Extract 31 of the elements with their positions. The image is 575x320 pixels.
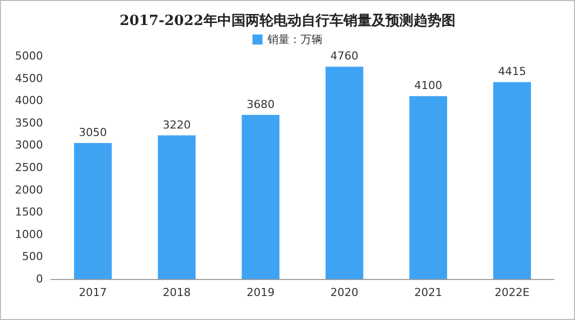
y-tick-label: 0 [36, 272, 43, 286]
y-tick-label: 4000 [15, 94, 43, 108]
data-label: 4100 [414, 79, 442, 92]
bar [74, 142, 112, 279]
x-tick-label: 2022E [494, 286, 530, 299]
x-tick-label: 2021 [414, 286, 442, 299]
bar [409, 96, 448, 279]
data-label: 3050 [78, 126, 107, 139]
legend-label: 销量：万辆 [266, 33, 322, 46]
y-tick-label: 4500 [15, 72, 43, 85]
chart-title: 2017-2022年中国两轮电动自行车销量及预测趋势图 [120, 12, 456, 29]
bar [493, 82, 531, 279]
x-tick-label: 2017 [78, 286, 107, 299]
data-label: 4760 [330, 50, 358, 63]
data-label: 4415 [498, 65, 526, 78]
data-label: 3220 [162, 118, 191, 132]
y-tick-label: 3000 [15, 138, 43, 152]
y-tick-label: 500 [22, 250, 43, 264]
y-tick-label: 3500 [15, 116, 43, 130]
bar [242, 114, 280, 279]
x-tick-label: 2019 [246, 286, 275, 299]
bar [326, 66, 364, 279]
y-tick-label: 5000 [15, 50, 43, 62]
data-label: 3680 [246, 98, 275, 111]
y-tick-label: 2000 [15, 183, 43, 196]
x-tick-label: 2018 [162, 286, 191, 299]
x-tick-label: 2020 [330, 286, 358, 299]
y-tick-label: 1500 [15, 206, 43, 219]
bar [158, 135, 196, 279]
y-tick-label: 1000 [15, 228, 43, 241]
y-tick-label: 2500 [15, 161, 43, 174]
